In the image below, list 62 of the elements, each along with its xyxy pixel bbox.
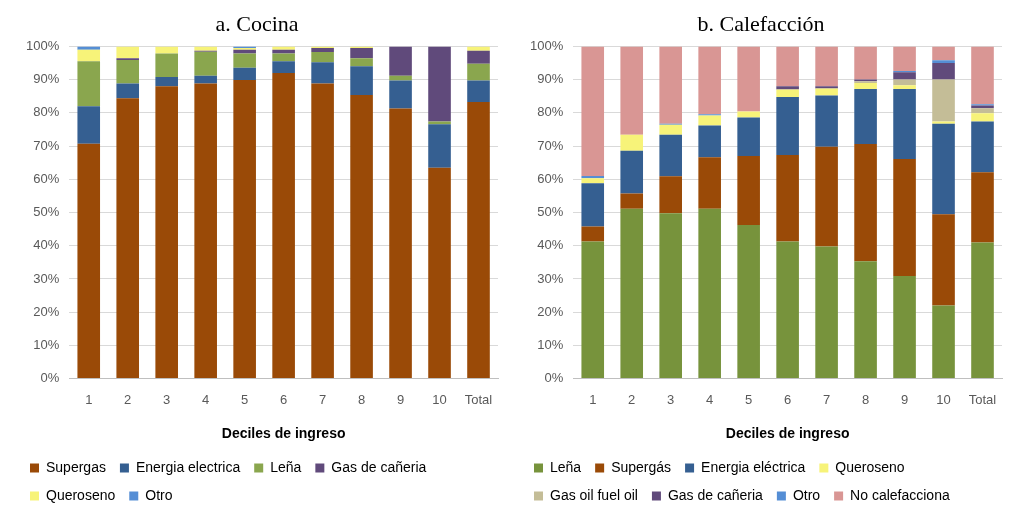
y-tick-label: 90% xyxy=(537,71,564,87)
y-tick-label: 30% xyxy=(33,270,60,286)
y-tick-label: 60% xyxy=(537,170,564,186)
y-tick-label: 50% xyxy=(537,204,564,220)
x-axis-title: Deciles de ingreso xyxy=(221,425,346,442)
chart-title: a. Cocina xyxy=(215,10,299,36)
y-tick-label: 40% xyxy=(537,237,564,253)
x-tick-label: 2 xyxy=(124,391,132,407)
x-tick-label: 1 xyxy=(589,391,597,407)
x-tick-label: Total xyxy=(464,391,493,407)
y-tick-label: 40% xyxy=(33,237,60,253)
x-tick-label: 5 xyxy=(241,391,249,407)
legend-label: Queroseno xyxy=(46,486,116,503)
legend-label: Energia electrica xyxy=(135,458,241,475)
y-tick-label: 70% xyxy=(537,137,564,153)
x-tick-label: 10 xyxy=(432,391,447,407)
x-tick-label: 6 xyxy=(784,391,792,407)
x-tick-label: 8 xyxy=(861,391,870,407)
y-tick-label: 80% xyxy=(33,104,60,120)
y-tick-label: 90% xyxy=(33,71,60,87)
y-tick-label: 10% xyxy=(33,336,60,352)
x-tick-label: 3 xyxy=(667,391,675,407)
y-tick-label: 80% xyxy=(537,104,564,120)
legend-label: Supergás xyxy=(611,458,672,475)
y-tick-label: 100% xyxy=(530,37,564,53)
x-tick-label: 4 xyxy=(706,391,714,407)
x-tick-label: 9 xyxy=(900,391,909,407)
y-tick-label: 0% xyxy=(544,370,564,386)
legend-label: No calefacciona xyxy=(850,486,950,503)
legend-label: Gas de cañeria xyxy=(331,458,427,475)
x-tick-label: 10 xyxy=(936,391,951,407)
chart-title: b. Calefacción xyxy=(697,10,825,36)
x-axis-title: Deciles de ingreso xyxy=(725,425,850,442)
x-tick-label: 5 xyxy=(745,391,753,407)
y-tick-label: 10% xyxy=(537,336,564,352)
legend-label: Supergas xyxy=(46,458,106,475)
legend-label: Gas oil fuel oil xyxy=(550,486,638,503)
x-tick-label: 3 xyxy=(163,391,171,407)
legend-label: Otro xyxy=(792,486,821,503)
y-tick-label: 0% xyxy=(40,370,60,386)
x-tick-label: 8 xyxy=(357,391,366,407)
y-tick-label: 20% xyxy=(33,303,60,319)
legend-label: Leña xyxy=(550,458,582,475)
y-tick-label: 20% xyxy=(537,303,564,319)
legend-label: Energia eléctrica xyxy=(701,458,806,475)
x-tick-label: 1 xyxy=(85,391,93,407)
x-tick-label: 6 xyxy=(280,391,288,407)
legend-label: Leña xyxy=(270,458,302,475)
legend-label: Otro xyxy=(145,486,173,503)
y-tick-label: 50% xyxy=(33,204,60,220)
x-tick-label: 2 xyxy=(628,391,636,407)
x-tick-label: 7 xyxy=(822,391,831,407)
x-tick-label: Total xyxy=(968,391,997,407)
x-tick-label: 9 xyxy=(396,391,405,407)
y-tick-label: 100% xyxy=(26,37,60,53)
y-tick-label: 70% xyxy=(33,137,60,153)
x-tick-label: 4 xyxy=(202,391,210,407)
x-tick-label: 7 xyxy=(318,391,327,407)
y-tick-label: 30% xyxy=(537,270,564,286)
y-tick-label: 60% xyxy=(33,170,60,186)
legend-label: Queroseno xyxy=(835,458,905,475)
legend-label: Gas de cañeria xyxy=(667,486,764,503)
